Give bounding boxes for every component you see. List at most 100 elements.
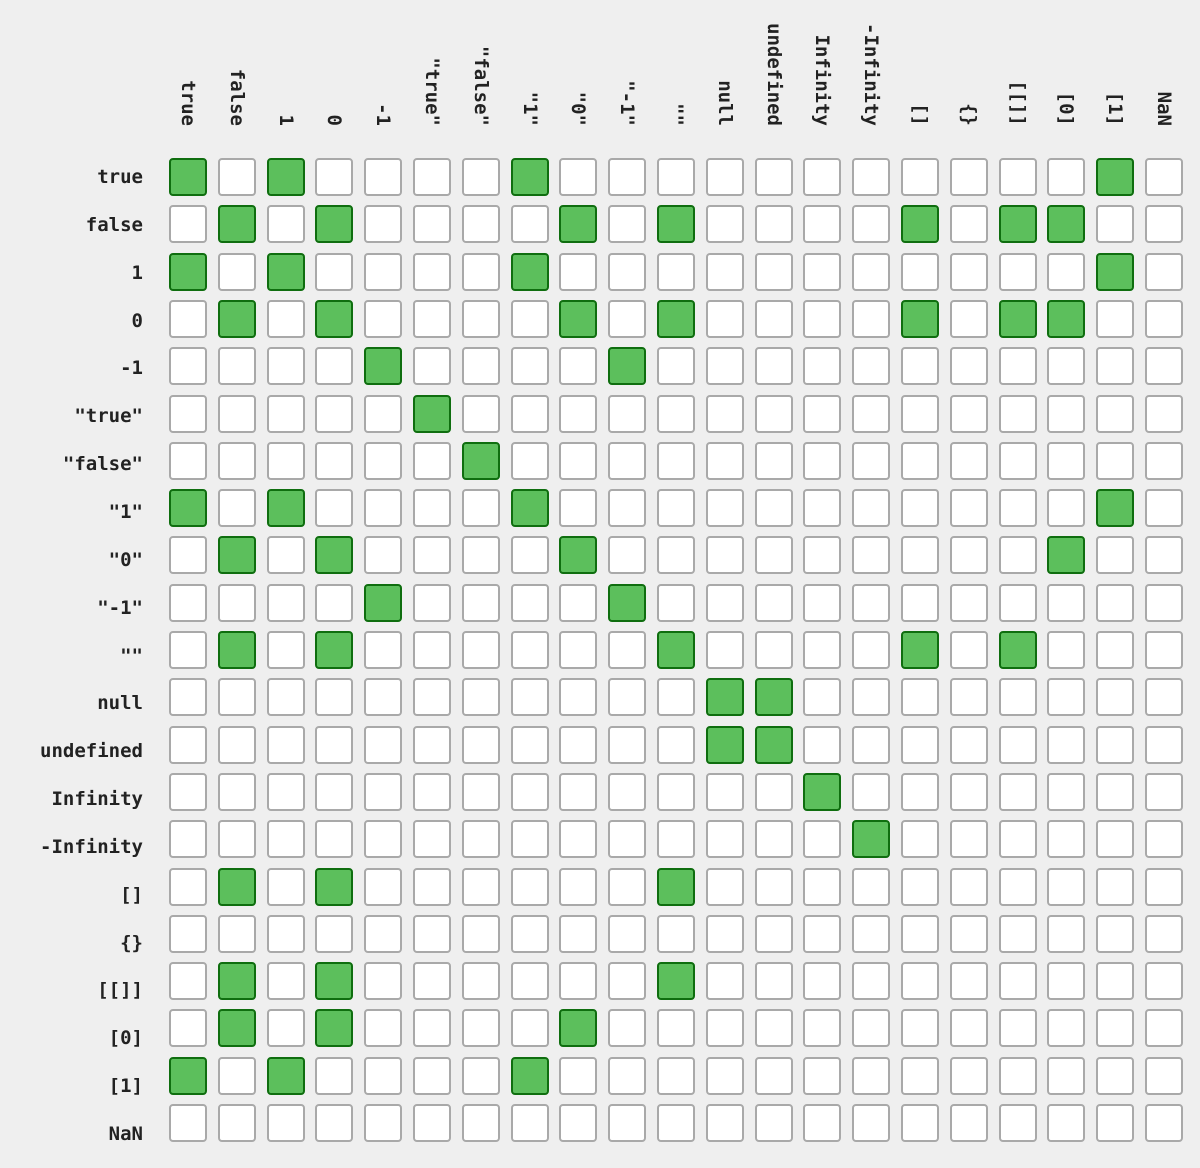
cell-not-equal (413, 536, 451, 575)
cell-not-equal (413, 725, 451, 764)
cell-not-equal (852, 914, 891, 953)
cell-not-equal (705, 820, 744, 859)
cell-not-equal (266, 394, 305, 433)
cell-not-equal (461, 725, 500, 764)
cell-not-equal (266, 725, 305, 764)
cell-not-equal (657, 489, 695, 528)
cell-not-equal (266, 867, 305, 906)
cell-not-equal (949, 1056, 988, 1095)
cell-not-equal (949, 725, 988, 764)
cell-not-equal (901, 252, 939, 291)
column-label-text: [[]] (1006, 80, 1029, 126)
cell-not-equal (803, 962, 842, 1001)
cell-not-equal (315, 1104, 354, 1142)
row-label: "-1" (97, 596, 143, 619)
row-label: Infinity (51, 788, 143, 811)
cell-not-equal (1096, 441, 1135, 480)
row-label: -1 (120, 357, 143, 380)
cell-not-equal (1047, 394, 1086, 433)
cell-not-equal (364, 394, 403, 433)
cell-not-equal (1145, 252, 1183, 291)
cell-not-equal (852, 631, 891, 669)
cell-not-equal (266, 299, 305, 338)
cell-not-equal (754, 914, 793, 953)
cell-not-equal (608, 772, 647, 811)
cell-not-equal (1145, 962, 1183, 1001)
cell-not-equal (657, 725, 695, 764)
cell-equal (1047, 536, 1086, 575)
cell-not-equal (754, 1056, 793, 1095)
cell-not-equal (901, 1009, 939, 1048)
cell-not-equal (998, 867, 1037, 906)
cell-not-equal (608, 631, 647, 669)
cell-not-equal (559, 252, 598, 291)
cell-not-equal (510, 205, 549, 244)
cell-not-equal (949, 772, 988, 811)
cell-not-equal (705, 489, 744, 528)
cell-not-equal (413, 583, 451, 622)
cell-not-equal (705, 1104, 744, 1142)
cell-not-equal (754, 536, 793, 575)
cell-not-equal (510, 772, 549, 811)
cell-not-equal (315, 583, 354, 622)
cell-not-equal (949, 205, 988, 244)
cell-not-equal (705, 299, 744, 338)
cell-not-equal (266, 536, 305, 575)
cell-not-equal (315, 347, 354, 386)
cell-not-equal (315, 394, 354, 433)
cell-not-equal (510, 1009, 549, 1048)
cell-not-equal (901, 536, 939, 575)
cell-not-equal (1145, 299, 1183, 338)
cell-not-equal (608, 820, 647, 859)
cell-not-equal (169, 299, 207, 338)
cell-not-equal (1145, 631, 1183, 669)
cell-not-equal (559, 489, 598, 528)
cell-not-equal (852, 536, 891, 575)
cell-not-equal (559, 394, 598, 433)
cell-not-equal (998, 678, 1037, 717)
cell-not-equal (169, 867, 207, 906)
cell-equal (754, 678, 793, 717)
cell-not-equal (413, 347, 451, 386)
cell-not-equal (608, 489, 647, 528)
row-label: [1] (108, 1075, 143, 1098)
cell-not-equal (949, 441, 988, 480)
cell-not-equal (657, 252, 695, 291)
cell-not-equal (510, 820, 549, 859)
row-label: false (85, 213, 143, 236)
cell-not-equal (1047, 772, 1086, 811)
cell-not-equal (1047, 914, 1086, 953)
cell-not-equal (217, 347, 256, 386)
cell-not-equal (852, 299, 891, 338)
cell-not-equal (657, 1104, 695, 1142)
cell-equal (852, 820, 891, 859)
cell-not-equal (559, 820, 598, 859)
cell-equal (559, 1009, 598, 1048)
cell-not-equal (608, 678, 647, 717)
cell-not-equal (705, 1009, 744, 1048)
cell-not-equal (705, 347, 744, 386)
cell-not-equal (1047, 962, 1086, 1001)
column-label: {} (950, 8, 988, 148)
cell-not-equal (998, 1009, 1037, 1048)
cell-not-equal (657, 536, 695, 575)
cell-not-equal (949, 1009, 988, 1048)
cell-not-equal (559, 1104, 598, 1142)
cell-not-equal (1096, 914, 1135, 953)
cell-not-equal (852, 205, 891, 244)
row-label: true (97, 166, 143, 188)
cell-not-equal (266, 772, 305, 811)
cell-not-equal (754, 252, 793, 291)
column-label-text: 0 (323, 114, 346, 126)
cell-not-equal (413, 772, 451, 811)
cell-equal (169, 158, 207, 196)
column-label: undefined (755, 8, 793, 148)
column-label-text: undefined (762, 23, 785, 126)
cell-not-equal (217, 583, 256, 622)
cell-not-equal (852, 158, 891, 196)
cell-not-equal (754, 347, 793, 386)
column-label-text: 1 (274, 114, 297, 126)
cell-not-equal (657, 1009, 695, 1048)
cell-equal (1096, 158, 1135, 196)
cell-not-equal (266, 583, 305, 622)
